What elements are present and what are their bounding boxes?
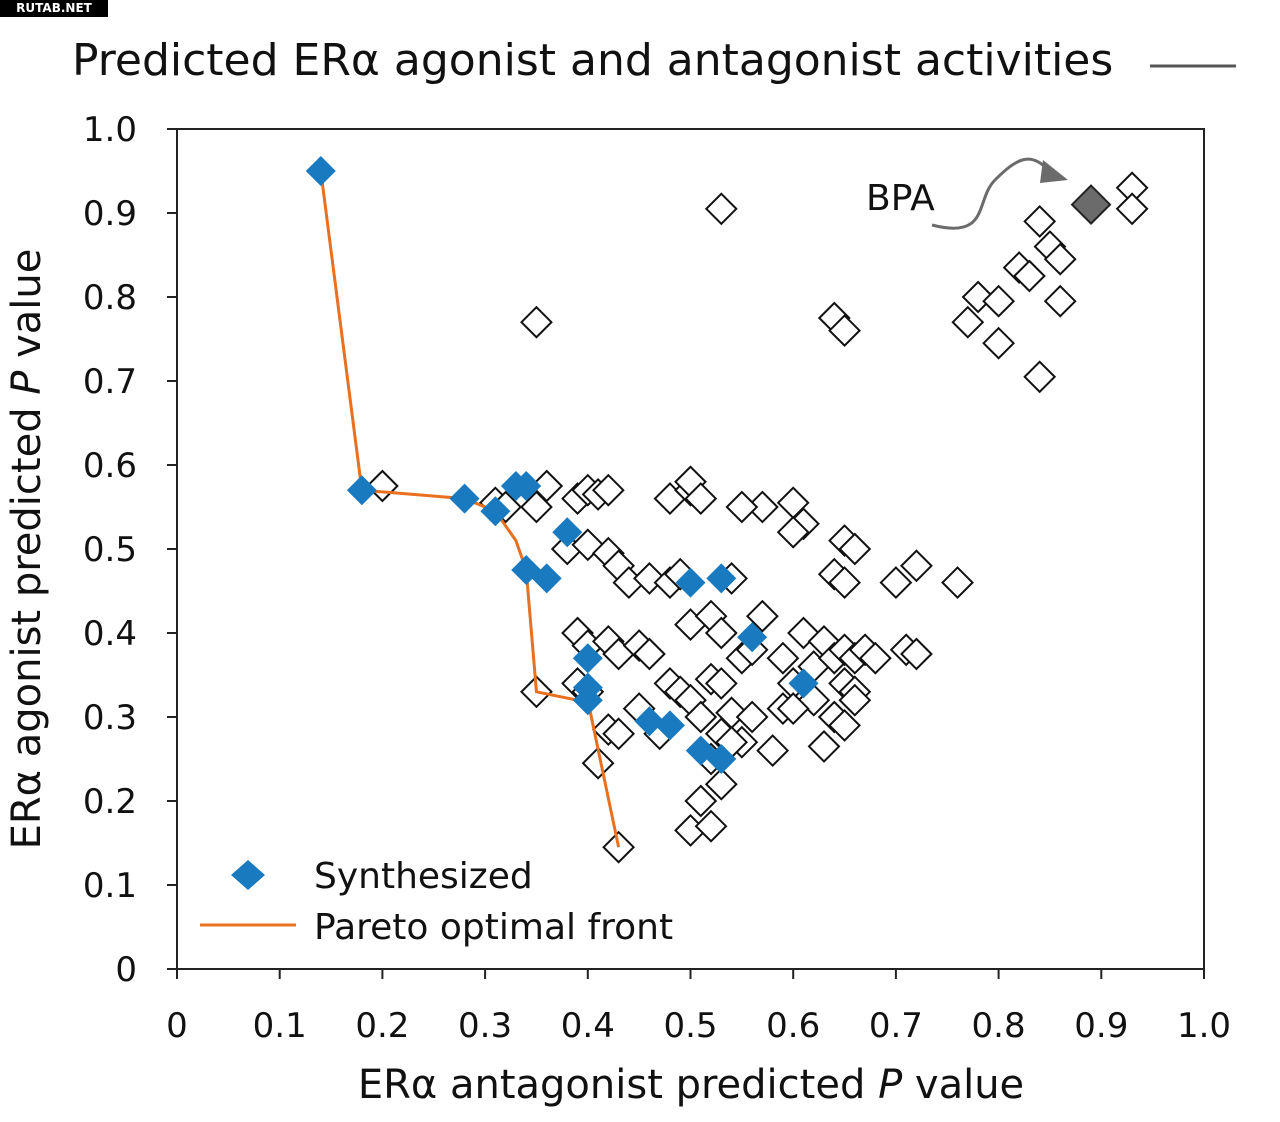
x-tick-label: 0.1 [253,1006,307,1046]
scatter-point [1023,204,1057,238]
synthesized-point [572,685,603,716]
y-tick-label: 0.6 [83,446,137,486]
x-axis-ticks: 0 0.1 0.2 0.3 0.4 0.5 0.6 0.7 0.8 0.9 1.0 [166,969,1231,1046]
x-tick-label: 0.7 [869,1006,923,1046]
scatter-point [838,532,872,566]
synthesized-point [449,483,480,514]
scatter-point [602,717,636,751]
scatter-point [941,566,974,600]
y-tick-label: 0.8 [83,278,137,318]
scatter-point [591,473,625,507]
scatter-point [1023,360,1057,394]
bpa-series [1070,184,1112,226]
y-axis-ticks: 0 0.1 0.2 0.3 0.4 0.5 0.6 0.7 0.8 0.9 1.0 [83,110,177,990]
synthesized-point [788,668,819,699]
scatter-point [982,284,1016,318]
x-tick-label: 0.3 [458,1006,512,1046]
scatter-point [776,515,810,549]
x-tick-label: 0.6 [766,1006,820,1046]
scatter-point [684,482,718,516]
y-tick-label: 0.7 [83,362,137,402]
scatter-point [694,809,728,843]
synthesized-point [346,475,377,506]
bpa-arrowhead [1040,160,1068,183]
scatter-point [858,641,892,675]
scatter-point [756,734,790,768]
scatter-point [807,729,841,763]
scatter-point [828,566,861,600]
scatter-point [704,616,738,650]
scatter-point [838,683,872,717]
scatter-point [745,599,779,633]
scatter-point [684,700,718,734]
scatter-point [951,305,985,339]
scatter-point [520,305,553,339]
x-tick-label: 0 [166,1006,188,1046]
x-tick-label: 0.9 [1074,1006,1128,1046]
synthesized-point [675,567,706,598]
scatter-point [725,490,759,524]
bpa-point [1070,184,1112,226]
x-axis-label: ERα antagonist predicted P value [358,1062,1024,1108]
scatter-point [1043,242,1077,276]
synthesized-point [480,496,511,527]
scatter-point [735,700,769,734]
site-watermark-badge: RUTAB.NET [0,0,108,17]
y-tick-label: 0.1 [83,866,137,906]
bpa-annotation-arrow [931,157,1050,230]
x-tick-label: 0.4 [561,1006,615,1046]
scatter-point [1115,192,1149,226]
scatter-point [766,641,800,675]
synthesized-point [634,706,665,737]
legend: Synthesized Pareto optimal front [200,856,673,948]
legend-pareto-label: Pareto optimal front [314,907,673,948]
synthesized-series [305,156,819,774]
scatter-point [900,549,933,583]
y-tick-label: 0.9 [83,194,137,234]
scatter-point [879,566,913,600]
y-tick-label: 0.2 [83,782,137,822]
y-tick-label: 0 [115,950,137,990]
scatter-point [900,637,933,671]
scatter-point [1012,259,1046,293]
synthesized-point [511,471,542,501]
scatter-point [776,692,810,726]
x-tick-label: 0.8 [972,1006,1026,1046]
scatter-point [704,666,738,700]
synthesized-point [572,643,603,674]
y-tick-label: 0.3 [83,698,137,738]
bpa-annotation-label: BPA [866,178,935,219]
x-tick-label: 1.0 [1177,1006,1231,1046]
y-axis-label: ERα agonist predicted P value [4,249,50,850]
scatter-point [828,314,861,348]
synthesized-point [706,563,737,594]
scatter-point [581,746,615,780]
other-compounds-series [365,171,1149,864]
scatter-point [982,326,1016,360]
y-tick-label: 0.5 [83,530,137,570]
synthesized-point [737,622,768,653]
scatter-point [704,767,738,801]
scatter-point [704,192,738,226]
y-tick-label: 1.0 [83,110,137,150]
scatter-point [530,469,564,503]
chart-title: Predicted ERα agonist and antagonist act… [72,35,1113,86]
synthesized-point [305,156,336,186]
synthesized-point [552,517,583,548]
legend-synthesized-marker [231,860,265,890]
x-tick-label: 0.2 [355,1006,409,1046]
scatter-point [684,784,718,818]
scatter-point [633,637,666,671]
synthesized-point [654,710,685,741]
scatter-point [1043,284,1077,318]
scatter-point [828,708,861,742]
x-tick-label: 0.5 [663,1006,717,1046]
synthesized-point [706,744,737,774]
legend-synthesized-label: Synthesized [314,856,533,897]
synthesized-point [531,563,562,594]
y-tick-label: 0.4 [83,614,137,654]
